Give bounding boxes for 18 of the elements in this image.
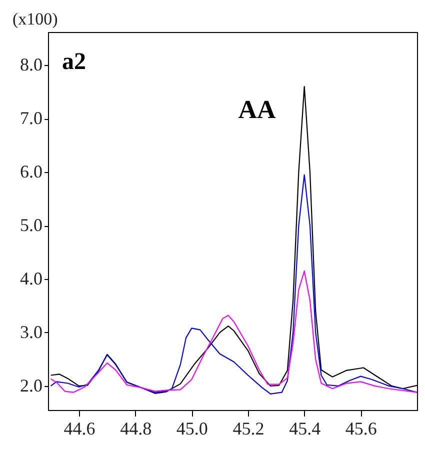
x-tick-label: 45.6 [345,418,377,438]
annotation: AA [238,95,276,124]
annotation: a2 [62,49,86,75]
line-series [50,174,417,395]
y-axis-title: (x100) [12,10,58,28]
y-tick-label: 2.0 [20,375,42,396]
x-tick-label: 44.8 [120,418,152,438]
x-tick-label: 45.4 [289,418,321,438]
y-tick-label: 6.0 [20,162,42,182]
y-tick-label: 5.0 [20,215,42,236]
x-tick-label: 44.6 [64,418,96,438]
y-tick-label: 7.0 [20,108,42,128]
line-series [50,270,417,393]
y-tick-label: 8.0 [20,54,42,75]
x-tick-label: 45.2 [232,418,264,438]
y-tick-label: 3.0 [20,322,42,342]
y-tick-label: 4.0 [20,268,42,289]
x-tick-label: 45.0 [176,418,208,438]
